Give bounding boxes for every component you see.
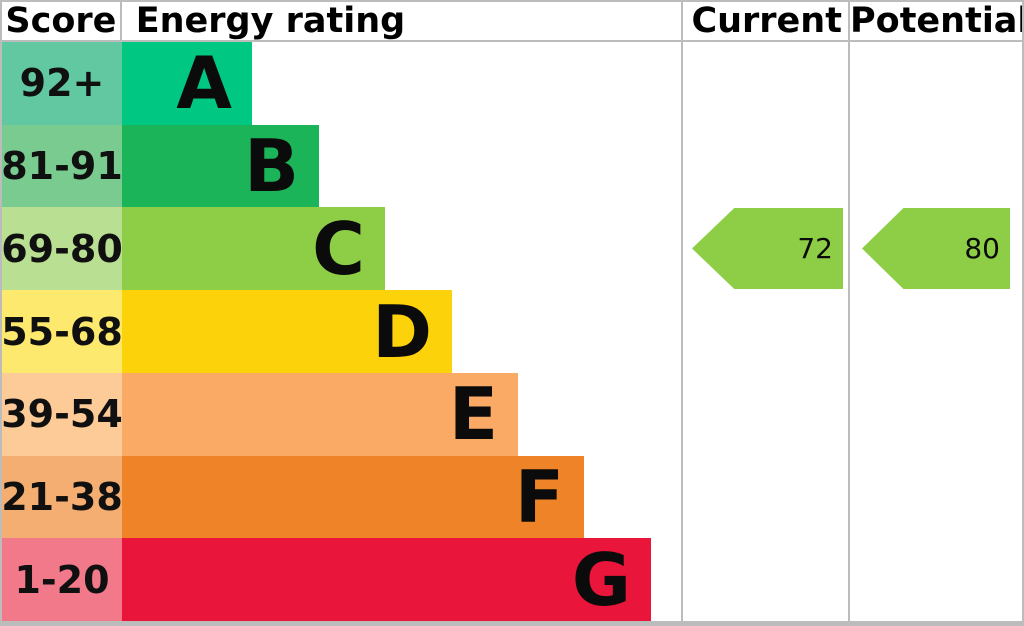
column-divider-potential: [848, 2, 850, 621]
header-row: Score Energy rating Current Potential: [2, 2, 1022, 42]
column-divider-current: [681, 2, 683, 621]
band-letter: D: [372, 289, 432, 374]
band-letter: C: [312, 206, 365, 291]
band-score: 92+: [2, 42, 122, 125]
band-score: 39-54: [2, 372, 123, 456]
band-bar: B: [122, 124, 319, 209]
band-letter: B: [244, 124, 299, 209]
band-rows: 92+ A 81-91 B 69-80 C 55-68 D 39-54 E 21…: [2, 42, 1022, 621]
band-letter: E: [448, 372, 498, 457]
header-score-label: Score: [2, 2, 122, 40]
band-bar: C: [122, 206, 385, 291]
potential-value: 80: [964, 232, 1000, 265]
band-score: 55-68: [2, 290, 123, 373]
band-score: 1-20: [2, 538, 122, 621]
band-score: 21-38: [2, 455, 123, 539]
band-row-g: 1-20 G: [2, 538, 1022, 621]
header-current-label: Current: [691, 1, 842, 41]
band-letter: A: [176, 41, 232, 126]
band-bar: F: [122, 454, 584, 539]
band-row-c: 69-80 C: [2, 206, 1022, 291]
header-potential-label: Potential: [850, 1, 1024, 41]
band-letter: F: [514, 454, 564, 539]
band-row-f: 21-38 F: [2, 454, 1022, 539]
band-letter: G: [571, 537, 631, 622]
band-bar: G: [122, 538, 651, 621]
band-row-e: 39-54 E: [2, 372, 1022, 457]
band-row-a: 92+ A: [2, 42, 1022, 125]
band-bar: A: [122, 42, 252, 125]
band-score: 81-91: [2, 124, 123, 208]
current-value: 72: [797, 232, 833, 265]
header-energy-rating-label: Energy rating: [135, 1, 406, 41]
band-row-b: 81-91 B: [2, 124, 1022, 209]
band-row-d: 55-68 D: [2, 290, 1022, 373]
band-score: 69-80: [2, 207, 123, 291]
band-bar: D: [122, 290, 452, 373]
band-bar: E: [122, 372, 518, 457]
